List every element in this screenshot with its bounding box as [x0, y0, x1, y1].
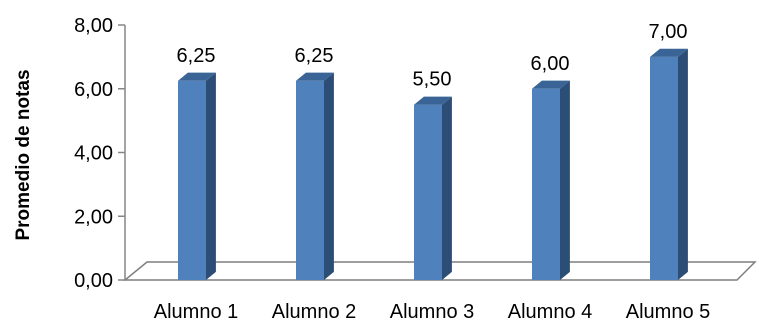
bar-front	[532, 88, 560, 280]
y-tick-label: 6,00	[74, 79, 113, 101]
bar-top	[296, 72, 334, 81]
y-tick-label: 2,00	[74, 206, 113, 228]
category-label: Alumno 2	[272, 301, 357, 323]
value-axis: 0,00 2,00 4,00 6,00 8,00	[74, 15, 126, 292]
bar-side	[560, 80, 570, 281]
bar-1	[178, 72, 216, 281]
bar-4	[532, 80, 570, 281]
y-tick-label: 8,00	[74, 15, 113, 37]
y-tick-label: 4,00	[74, 143, 113, 165]
bar-front	[414, 104, 442, 280]
bar-top	[532, 80, 570, 89]
data-label: 5,50	[413, 69, 452, 91]
category-labels: Alumno 1 Alumno 2 Alumno 3 Alumno 4 Alumno 5	[154, 301, 711, 323]
bar-top	[178, 72, 216, 81]
bar-front	[296, 80, 324, 280]
category-label: Alumno 5	[626, 301, 711, 323]
bar-5	[650, 48, 688, 281]
bar-front	[178, 80, 206, 280]
bar-side	[442, 96, 452, 281]
bar-side	[206, 72, 216, 281]
data-label: 6,00	[531, 53, 570, 75]
category-label: Alumno 4	[508, 301, 593, 323]
bar-3	[414, 96, 452, 281]
y-tick-label: 0,00	[74, 270, 113, 292]
bar-front	[650, 56, 678, 280]
bar-2	[296, 72, 334, 281]
data-labels: 6,25 6,25 5,50 6,00 7,00	[177, 21, 688, 91]
data-label: 7,00	[649, 21, 688, 43]
bar-top	[414, 96, 452, 105]
bar-top	[650, 48, 688, 57]
bar-side	[324, 72, 334, 281]
data-label: 6,25	[177, 45, 216, 67]
y-axis-title: Promedio de notas	[13, 69, 34, 240]
category-label: Alumno 3	[390, 301, 475, 323]
category-label: Alumno 1	[154, 301, 239, 323]
bars	[178, 48, 688, 281]
data-label: 6,25	[295, 45, 334, 67]
bar-side	[678, 48, 688, 281]
